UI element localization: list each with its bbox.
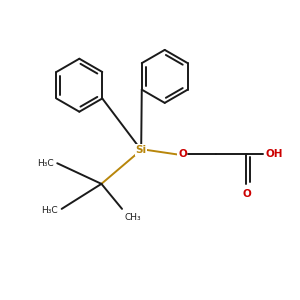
Text: CH₃: CH₃ — [124, 213, 141, 222]
Text: OH: OH — [266, 149, 283, 159]
Text: H₃C: H₃C — [41, 206, 58, 215]
Text: H₃C: H₃C — [37, 159, 54, 168]
Text: O: O — [243, 189, 251, 199]
Text: O: O — [178, 149, 187, 159]
Text: Si: Si — [136, 145, 147, 155]
